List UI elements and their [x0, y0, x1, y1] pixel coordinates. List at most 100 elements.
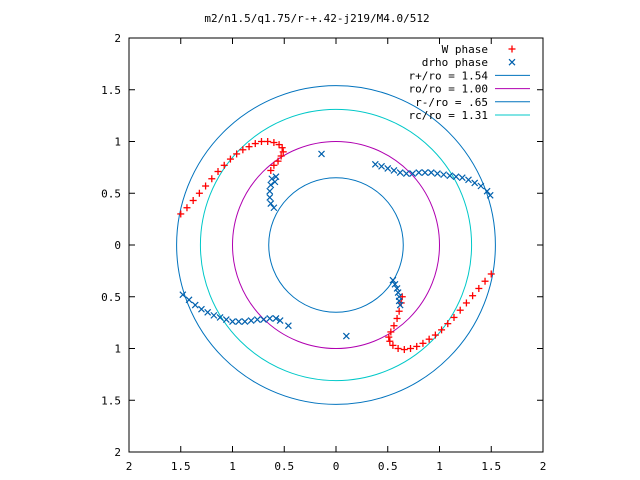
- w-phase-point: [407, 345, 415, 352]
- drho-phase-point: [396, 301, 404, 309]
- drho-phase-point: [394, 289, 402, 297]
- drho-phase-point: [440, 171, 448, 179]
- drho-phase-point: [446, 172, 454, 180]
- drho-phase-point: [204, 308, 212, 316]
- w-phase-point: [386, 337, 394, 345]
- legend-label: W phase: [442, 43, 488, 56]
- drho-phase-point: [270, 204, 278, 212]
- w-phase-point: [277, 152, 285, 160]
- circle-1: [232, 141, 440, 349]
- w-phase-point: [202, 182, 210, 190]
- w-phase-point: [400, 346, 408, 354]
- plot-frame: [128, 37, 544, 453]
- w-phase-point: [214, 168, 222, 176]
- drho-phase-point: [415, 169, 423, 176]
- drho-phase-point: [284, 322, 292, 330]
- drho-phase-point: [465, 176, 472, 184]
- drho-phase-point: [272, 173, 280, 181]
- w-phase-point: [450, 313, 458, 321]
- circle-1_31: [199, 108, 473, 382]
- w-phase-point: [390, 322, 398, 330]
- x-tick-label: 0: [333, 460, 340, 473]
- drho-phase-point: [384, 164, 392, 172]
- drho-phase-point: [247, 317, 255, 324]
- legend-label: r+/ro = 1.54: [409, 69, 489, 82]
- w-phase-point: [245, 143, 253, 151]
- w-phase-point: [413, 342, 421, 350]
- y-tick-label: 0: [114, 239, 121, 252]
- drho-phase-point: [391, 280, 399, 288]
- drho-phase-point: [486, 191, 494, 199]
- drho-phase-point: [260, 316, 267, 323]
- y-tick-label: 1: [114, 136, 121, 149]
- w-phase-point: [275, 141, 283, 149]
- legend-swatch: [508, 58, 516, 66]
- legend-label: r-/ro = .65: [415, 96, 488, 109]
- drho-phase-point: [434, 170, 441, 178]
- w-phase-point: [456, 306, 464, 314]
- drho-phase-point: [266, 315, 274, 322]
- drho-phase-point: [378, 162, 385, 170]
- drho-phase-point: [271, 178, 279, 186]
- drho-phase-point: [266, 187, 274, 195]
- drho-phase-point: [267, 200, 275, 208]
- drho-phase-point: [371, 160, 379, 168]
- y-tick-label: 0.5: [101, 187, 121, 200]
- drho-phase-point: [191, 301, 199, 309]
- circle-1_54: [176, 85, 496, 405]
- legend-label: drho phase: [422, 56, 488, 69]
- drho-phase-point: [267, 181, 275, 189]
- drho-phase-point: [185, 296, 193, 304]
- x-tick-label: 1.5: [171, 460, 191, 473]
- w-phase-point: [278, 144, 286, 152]
- data-marks: [177, 138, 495, 354]
- drho-phase-point: [427, 169, 435, 176]
- drho-phase-point: [229, 318, 236, 326]
- drho-phase-point: [266, 193, 274, 201]
- x-tick-label: 0.5: [378, 460, 398, 473]
- w-phase-point: [239, 146, 247, 154]
- drho-phase-point: [395, 297, 403, 305]
- w-phase-point: [393, 314, 401, 322]
- w-phase-point: [183, 204, 191, 212]
- drho-phase-point: [216, 314, 224, 321]
- y-tick-label: 2: [114, 446, 121, 459]
- drho-phase-point: [198, 305, 205, 313]
- drho-phase-point: [342, 332, 350, 340]
- drho-phase-point: [179, 291, 187, 299]
- x-tick-label: 1.5: [481, 460, 501, 473]
- w-phase-point: [267, 166, 275, 174]
- w-phase-point: [395, 307, 403, 315]
- drho-phase-point: [210, 311, 218, 319]
- drho-phase-point: [318, 150, 325, 158]
- legend-label: ro/ro = 1.00: [409, 83, 488, 96]
- drho-phase-point: [393, 285, 401, 292]
- drho-phase-point: [390, 167, 398, 174]
- drho-phase-point: [241, 318, 249, 326]
- w-phase-point: [274, 157, 282, 165]
- w-phase-point: [251, 140, 259, 148]
- w-phase-point: [438, 326, 446, 334]
- w-phase-point: [270, 139, 278, 147]
- y-tick-label: 1: [114, 343, 121, 356]
- w-phase-point: [487, 270, 495, 278]
- y-tick-label: 2: [114, 32, 121, 45]
- x-tick-label: 1: [436, 460, 443, 473]
- x-tick-label: 2: [126, 460, 133, 473]
- y-tick-label: 0.5: [101, 291, 121, 304]
- drho-phase-point: [409, 170, 417, 178]
- drho-phase-point: [477, 182, 485, 190]
- w-phase-point: [394, 345, 402, 352]
- drho-phase-point: [452, 173, 460, 181]
- reference-circles: [176, 85, 496, 405]
- axes: 2 1.5 1 0.5 0 0.5 1 1.5 221.510.500.511.52: [101, 32, 546, 473]
- x-tick-label: 0.5: [274, 460, 294, 473]
- w-phase-point: [389, 341, 397, 349]
- drho-phase-point: [222, 316, 230, 323]
- w-phase-point: [475, 284, 483, 292]
- drho-phase-point: [483, 187, 491, 195]
- drho-phase-point: [396, 169, 404, 176]
- w-phase-point: [444, 320, 452, 328]
